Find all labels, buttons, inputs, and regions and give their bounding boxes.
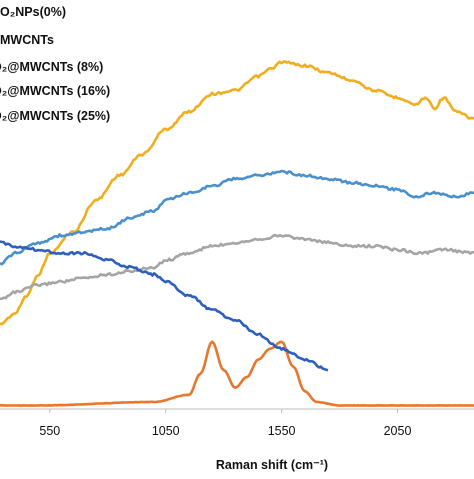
- series-layer: [0, 60, 474, 407]
- legend: O₂NPs(0%) MWCNTs O₂@MWCNTs (8%) O₂@MWCNTs (…: [0, 5, 110, 123]
- series-line-2: [0, 340, 474, 407]
- x-tick-label-1: 550: [39, 424, 60, 438]
- series-line-1: [0, 60, 474, 326]
- series-line-4: [0, 169, 474, 266]
- legend-entry-1: O₂NPs(0%): [0, 5, 66, 19]
- legend-entry-2: MWCNTs: [0, 33, 54, 47]
- tick-layer: 550 1050 1550 2050: [39, 409, 411, 438]
- series-line-3: [0, 233, 474, 301]
- legend-entry-3: O₂@MWCNTs (8%): [0, 60, 103, 74]
- x-axis-title: Raman shift (cm⁻¹): [216, 458, 328, 472]
- legend-entry-5: O₂@MWCNTs (25%): [0, 109, 110, 123]
- series-line-5: [0, 240, 329, 372]
- legend-entry-4: O₂@MWCNTs (16%): [0, 84, 110, 98]
- x-tick-label-3: 1550: [268, 424, 296, 438]
- x-tick-label-2: 1050: [152, 424, 180, 438]
- x-tick-label-4: 2050: [384, 424, 412, 438]
